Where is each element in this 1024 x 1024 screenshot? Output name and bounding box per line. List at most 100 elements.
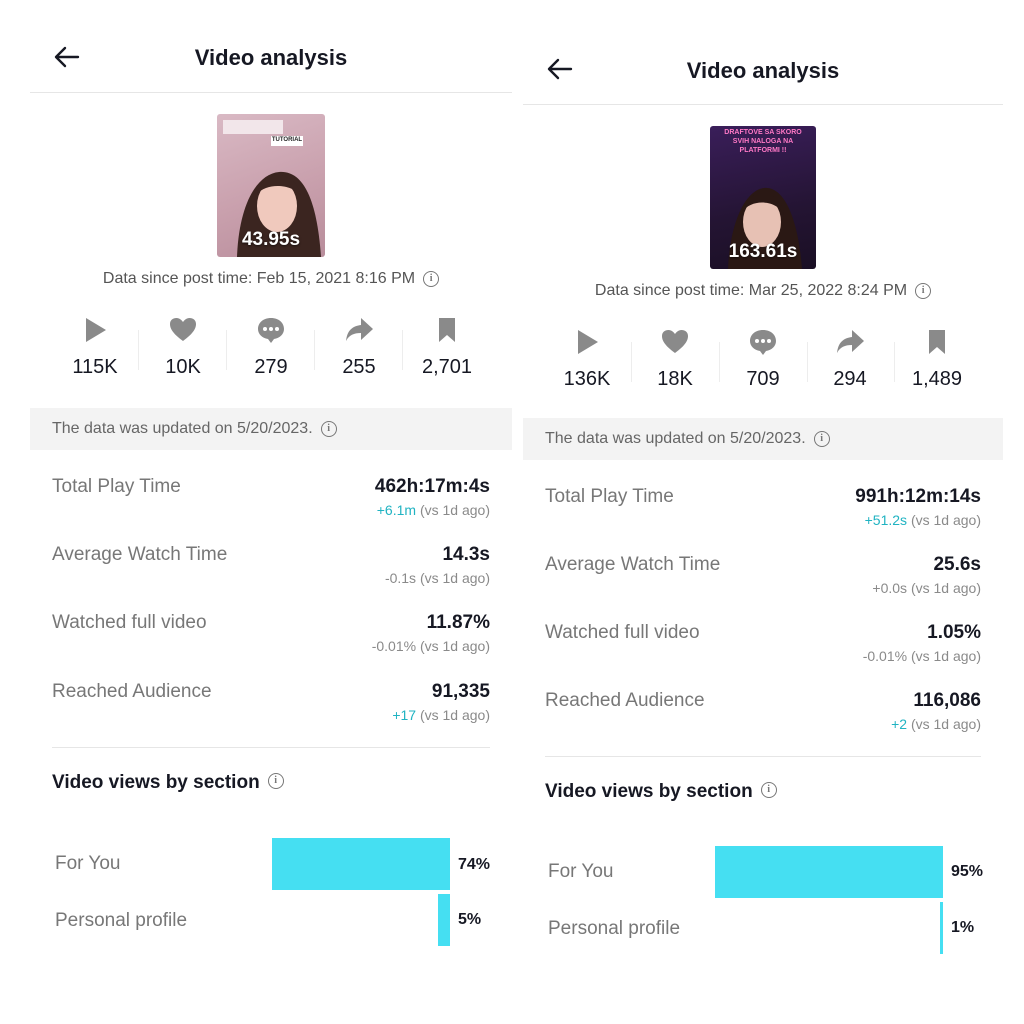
comment-icon [258,318,284,343]
metric-delta-value: -0.01% [862,648,908,664]
metric-label: Total Play Time [52,476,181,497]
stat-likes: 18K [631,328,719,391]
metric-delta: +17 (vs 1d ago) [392,707,490,723]
data-updated-text: The data was updated on 5/20/2023. [52,420,313,437]
video-duration: 163.61s [728,241,798,262]
metric-delta-value: +17 [392,707,417,723]
metric-delta-suffix: (vs 1d ago) [416,707,490,723]
metric-delta-suffix: (vs 1d ago) [416,570,490,586]
bar-personal-profile [438,894,450,946]
stat-divider [807,342,808,382]
bar-label-for-you: For You [55,853,121,874]
views-section-title: Video views by section i [545,781,777,803]
metric-delta-suffix: (vs 1d ago) [416,502,490,518]
thumbnail-person-image [223,120,321,257]
info-icon[interactable]: i [813,430,830,447]
thumbnail-overlay-text: TUTORIAL [271,137,303,143]
metric-label: Watched full video [52,612,207,633]
play-icon [86,318,106,342]
metric-value: 116,086 [913,690,981,711]
metric-delta-suffix: (vs 1d ago) [907,580,981,596]
stat-divider [402,330,403,370]
metric-value: 991h:12m:14s [855,486,981,507]
stat-views: 115K [51,316,139,379]
metric-label: Reached Audience [52,681,212,702]
play-icon [578,330,598,354]
data-updated-text: The data was updated on 5/20/2023. [545,430,806,447]
metric-delta-suffix: (vs 1d ago) [907,716,981,732]
bar-for-you [715,846,943,898]
heart-icon [662,330,688,353]
stat-divider [226,330,227,370]
page-title: Video analysis [686,58,840,83]
stat-value: 18K [657,368,693,390]
stat-shares: 255 [315,316,403,379]
info-icon[interactable]: i [320,420,337,437]
back-arrow-icon[interactable] [52,42,82,72]
analysis-panel-left: Video analysis TUTORIAL 43.95s Data sinc… [30,30,512,960]
bar-label-for-you: For You [548,861,614,882]
metric-label: Reached Audience [545,690,705,711]
metric-label: Watched full video [545,622,700,643]
data-updated-banner: The data was updated on 5/20/2023. i [523,418,1003,460]
bar-for-you [272,838,450,890]
analysis-panel-right: Video analysis DRAFTOVE SA SKORO SVIH NA… [523,42,1003,972]
video-thumbnail[interactable]: DRAFTOVE SA SKORO SVIH NALOGA NA PLATFOR… [710,126,816,269]
data-since-label: Data since post time: Feb 15, 2021 8:16 … [102,270,416,287]
stat-value: 115K [72,356,118,378]
bar-value-personal-profile: 1% [951,919,975,936]
data-updated-banner: The data was updated on 5/20/2023. i [30,408,512,450]
stat-divider [631,342,632,382]
metric-value: 1.05% [927,622,981,643]
stat-saves: 1,489 [893,328,981,391]
video-thumbnail[interactable]: TUTORIAL 43.95s [217,114,325,257]
info-icon[interactable]: i [760,781,777,798]
stat-shares: 294 [806,328,894,391]
metric-delta: -0.1s (vs 1d ago) [385,570,490,586]
info-icon[interactable]: i [423,270,440,287]
stat-comments: 279 [227,316,315,379]
stat-value: 10K [165,356,201,378]
metric-value: 25.6s [933,554,981,575]
bar-value-for-you: 95% [951,863,984,880]
info-icon[interactable]: i [915,282,932,299]
metric-delta-suffix: (vs 1d ago) [907,648,981,664]
metric-delta: +6.1m (vs 1d ago) [377,502,490,518]
metric-delta-value: +0.0s [872,580,908,596]
page-title: Video analysis [194,45,348,70]
stat-divider [894,342,895,382]
metric-delta-suffix: (vs 1d ago) [907,512,981,528]
stat-divider [719,342,720,382]
metric-delta-value: +2 [891,716,908,732]
metric-value: 11.87% [426,612,490,633]
views-section-title-text: Video views by section [52,772,260,793]
metric-delta-value: +51.2s [864,512,908,528]
stat-views: 136K [543,328,631,391]
bar-personal-profile [940,902,943,954]
stat-value: 136K [563,368,611,390]
bar-label-personal-profile: Personal profile [548,918,681,939]
stat-value: 2,701 [421,356,473,378]
share-icon [346,318,373,341]
bar-label-personal-profile: Personal profile [55,910,188,931]
stat-value: 279 [254,356,288,378]
metric-delta: +51.2s (vs 1d ago) [865,512,981,528]
stat-value: 1,489 [911,368,963,390]
back-arrow-icon[interactable] [545,54,575,84]
stat-value: 294 [833,368,867,390]
metric-value: 14.3s [442,544,490,565]
metric-delta: +2 (vs 1d ago) [891,716,981,732]
info-icon[interactable]: i [267,772,284,789]
metric-label: Average Watch Time [52,544,228,565]
stat-value: 709 [746,368,780,390]
data-since-text: Data since post time: Mar 25, 2022 8:24 … [523,282,1003,300]
stat-comments: 709 [719,328,807,391]
metric-label: Average Watch Time [545,554,721,575]
stat-likes: 10K [139,316,227,379]
bar-value-for-you: 74% [458,856,491,873]
metric-delta-value: +6.1m [376,502,417,518]
stat-value: 255 [342,356,376,378]
metric-label: Total Play Time [545,486,674,507]
header-divider [30,92,512,93]
metric-delta-value: -0.1s [384,570,417,586]
